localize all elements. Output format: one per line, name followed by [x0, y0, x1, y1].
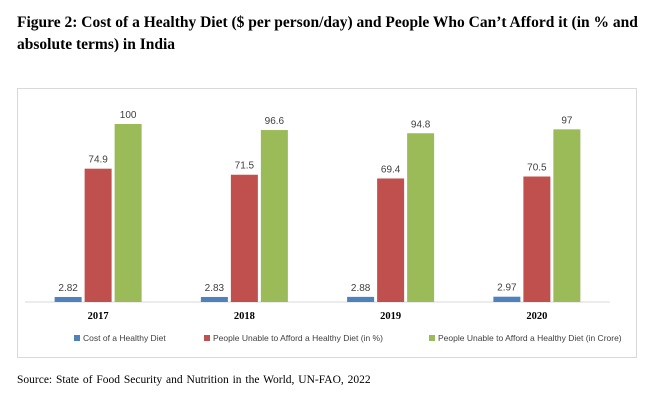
- bar-2018-series-1: [200, 296, 228, 302]
- source-note: Source: State of Food Security and Nutri…: [17, 374, 371, 386]
- bar-2020-series-1: [493, 296, 521, 302]
- legend-label-series-3: People Unable to Afford a Healthy Diet (…: [438, 333, 622, 343]
- bar-2017-series-3: [114, 124, 142, 302]
- bar-2019-series-1: [347, 296, 375, 302]
- x-tick-label-2019: 2019: [380, 311, 401, 322]
- x-tick-label-2018: 2018: [234, 311, 255, 322]
- chart-frame: [17, 88, 637, 358]
- bar-2020-series-2: [523, 176, 551, 302]
- bar-2019-series-3: [407, 133, 435, 302]
- legend-label-series-2: People Unable to Afford a Healthy Diet (…: [213, 333, 383, 343]
- data-label-2019-series-2: 69.4: [381, 164, 401, 175]
- legend-swatch-series-1: [74, 335, 80, 341]
- data-label-2020-series-3: 97: [561, 115, 573, 126]
- data-label-2017-series-3: 100: [120, 110, 137, 121]
- chart-title: Figure 2: Cost of a Healthy Diet ($ per …: [17, 14, 638, 53]
- bar-chart: 2.82 74.9 100 2017 2.83 71.5 96.6 2018 2.88 69.4 9…: [25, 110, 622, 343]
- data-label-2020-series-2: 70.5: [527, 163, 547, 174]
- data-label-2018-series-2: 71.5: [235, 161, 255, 172]
- bar-2019-series-2: [377, 178, 405, 302]
- data-label-2020-series-1: 2.97: [497, 283, 517, 294]
- data-label-2017-series-2: 74.9: [88, 155, 108, 166]
- legend-swatch-series-2: [204, 335, 210, 341]
- data-label-2018-series-3: 96.6: [265, 116, 285, 127]
- data-label-2019-series-3: 94.8: [411, 119, 431, 130]
- data-label-2017-series-1: 2.82: [58, 283, 78, 294]
- bar-2017-series-1: [54, 296, 82, 302]
- bar-2018-series-3: [260, 130, 288, 302]
- legend-label-series-1: Cost of a Healthy Diet: [83, 333, 166, 343]
- bar-2018-series-2: [230, 174, 258, 302]
- bar-2017-series-2: [84, 168, 112, 302]
- x-tick-label-2020: 2020: [526, 311, 547, 322]
- legend-swatch-series-3: [429, 335, 435, 341]
- bar-2020-series-3: [553, 129, 581, 302]
- data-label-2019-series-1: 2.88: [351, 283, 371, 294]
- x-tick-label-2017: 2017: [88, 311, 109, 322]
- data-label-2018-series-1: 2.83: [205, 283, 225, 294]
